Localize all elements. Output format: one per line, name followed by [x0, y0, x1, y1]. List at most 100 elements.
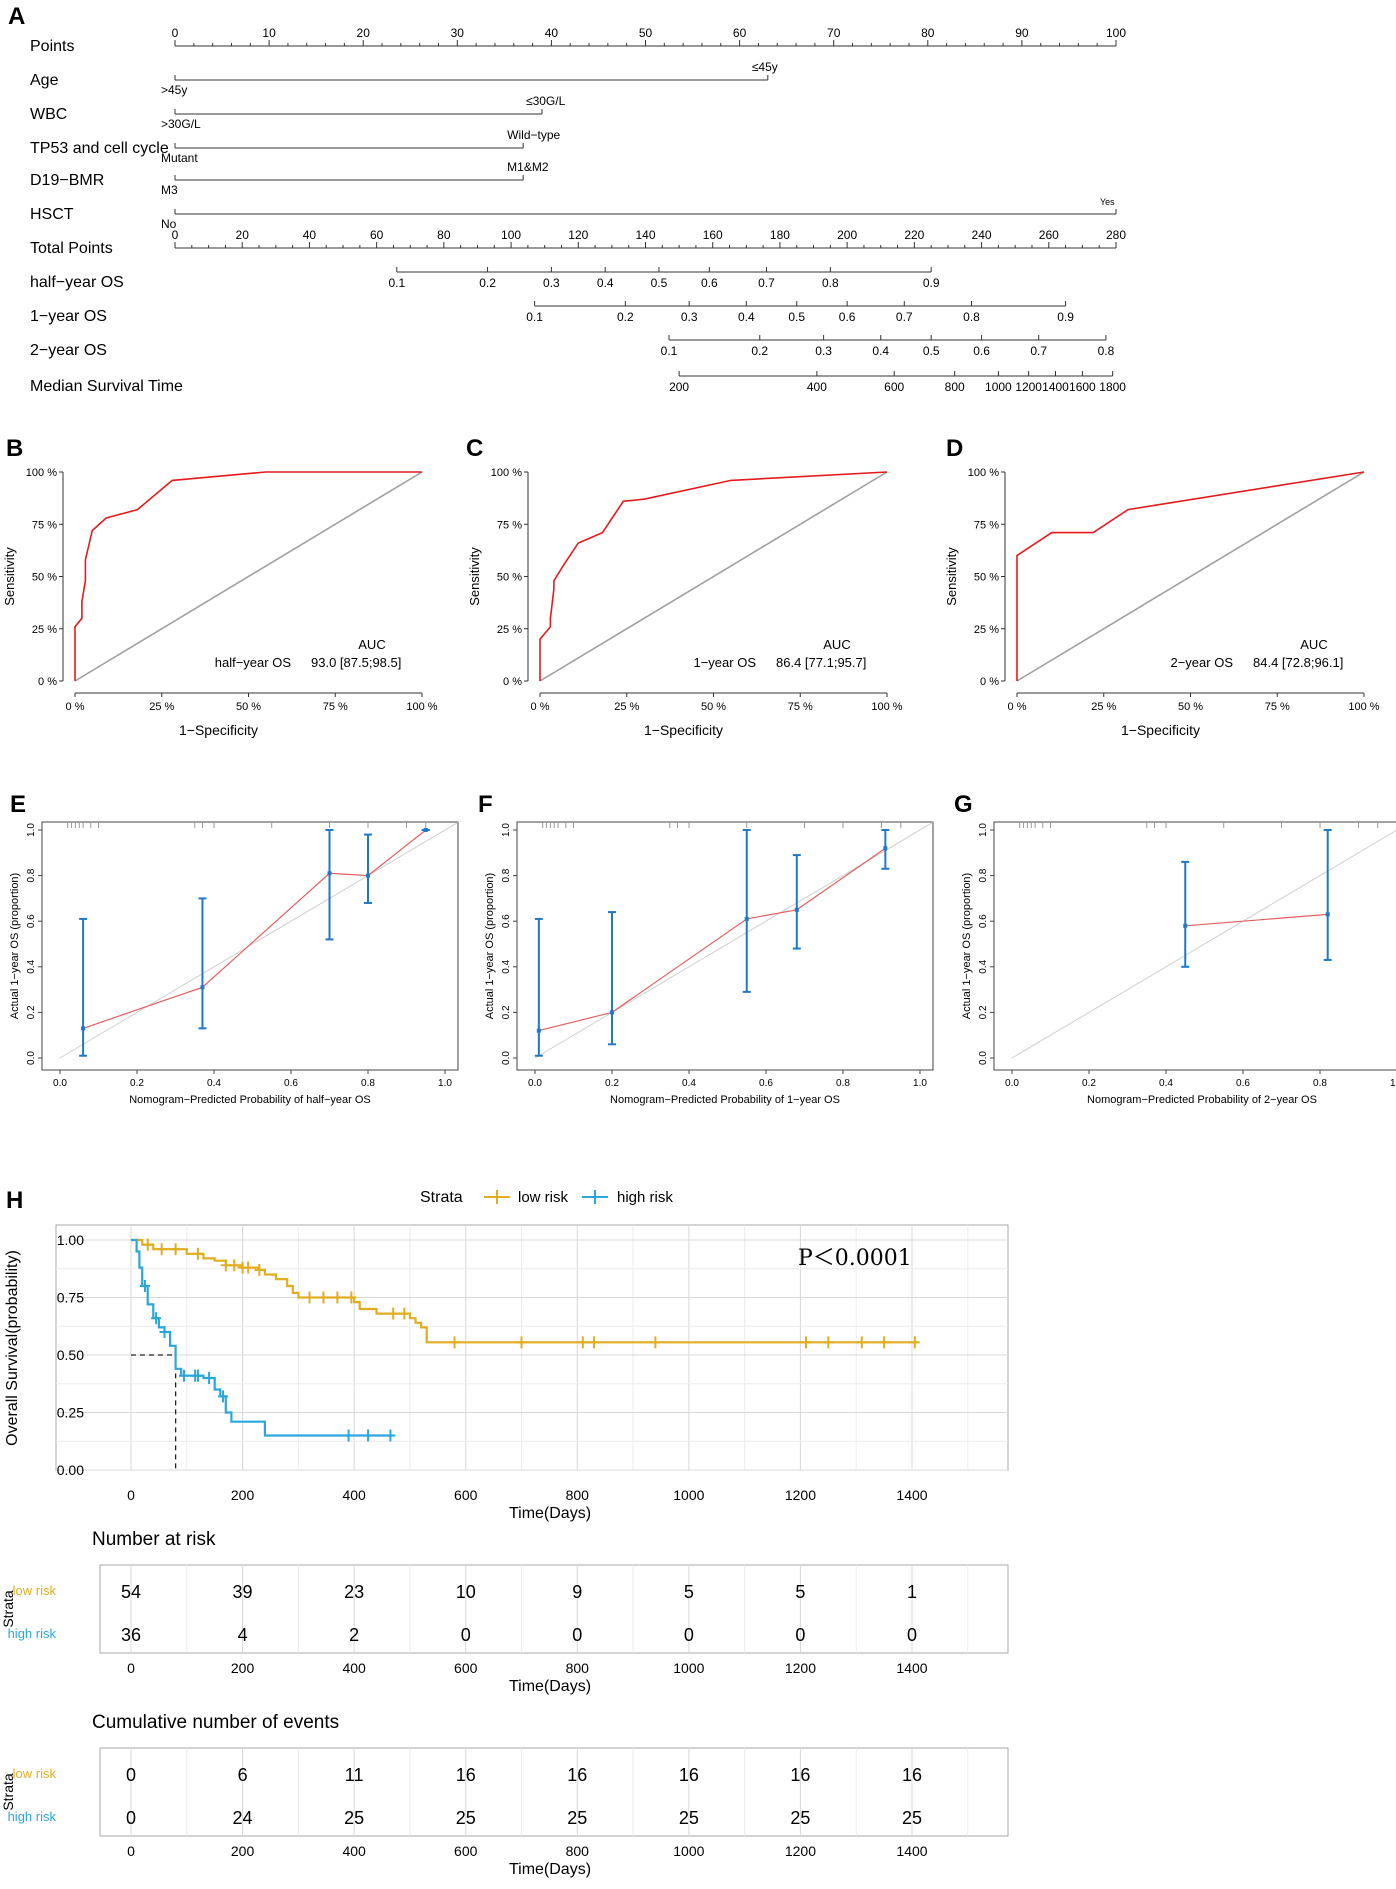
roc-reference-diagonal: [1016, 471, 1365, 682]
events-table-row-label-low: low risk: [13, 1766, 57, 1781]
nomogram-tick-label: 200: [837, 228, 857, 242]
calibration-point: [200, 985, 205, 990]
roc-x-tick-label: 25 %: [149, 701, 174, 713]
nomogram-scale-label: 0.1: [388, 276, 405, 290]
calibration-y-label: Actual 1−year OS (proportion): [9, 873, 21, 1019]
roc-y-tick-label: 0 %: [503, 676, 522, 688]
km-p-value: P＜0.0001: [798, 1246, 912, 1271]
nomogram-scale-label: 0.6: [839, 310, 856, 324]
roc-x-tick-label: 0 %: [1008, 701, 1027, 713]
nomogram-level-label: No: [161, 217, 177, 231]
calibration-x-tick-label: 0.6: [1236, 1078, 1250, 1089]
calibration-point: [536, 1028, 541, 1033]
roc-reference-diagonal: [539, 471, 888, 682]
risk-table-x-tick-label: 1000: [673, 1660, 704, 1676]
events-table-x-label: Time(Days): [509, 1861, 591, 1878]
nomogram-tick-label: 90: [1015, 26, 1029, 40]
calibration-y-tick-label: 0.8: [978, 868, 989, 882]
nomogram-scale-label: 1400: [1042, 380, 1069, 394]
risk-table-cell-high: 0: [461, 1625, 471, 1645]
calibration-y-tick-label: 0.0: [26, 1051, 37, 1065]
calibration-x-tick-label: 1.0: [1390, 1078, 1396, 1089]
calibration-point: [327, 871, 332, 876]
risk-table-frame: [99, 1564, 1009, 1654]
calibration-y-tick-label: 0.2: [501, 1005, 512, 1019]
roc-auc-value: 84.4 [72.8;96.1]: [1253, 655, 1343, 670]
calibration-x-tick-label: 0.8: [836, 1078, 850, 1089]
km-y-tick-label: 0.00: [57, 1462, 84, 1478]
roc-auc-header: AUC: [823, 637, 850, 652]
nomogram-level-label: M3: [161, 183, 178, 197]
roc-y-label: Sensitivity: [944, 547, 959, 606]
nomogram-scale-label: 0.2: [479, 276, 496, 290]
panel-letter-e: E: [10, 791, 26, 818]
roc-x-tick-label: 0 %: [66, 701, 85, 713]
roc-x-label: 1−Specificity: [644, 722, 723, 738]
nomogram-scale-label: 0.9: [923, 276, 940, 290]
risk-table-cell-high: 4: [238, 1625, 248, 1645]
nomogram-scale-label: 0.8: [1098, 344, 1115, 358]
risk-table-x-tick-label: 800: [566, 1660, 590, 1676]
events-table-cell-high: 25: [456, 1808, 476, 1828]
panel-letter-c: C: [466, 435, 483, 462]
calibration-point: [1183, 923, 1188, 928]
nomogram-tick-label: 70: [827, 26, 841, 40]
roc-y-tick-label: 0 %: [38, 676, 57, 688]
nomogram-tick-label: 20: [357, 26, 371, 40]
panel-letter-g: G: [954, 791, 973, 818]
legend-label-high-risk: high risk: [617, 1189, 673, 1206]
roc-x-tick-label: 100 %: [871, 701, 902, 713]
nomogram-level-label: ≤45y: [752, 60, 778, 74]
risk-table-cell-low: 10: [456, 1582, 476, 1602]
nomogram-scale-label: 0.4: [738, 310, 755, 324]
roc-x-tick-label: 100 %: [1348, 701, 1379, 713]
roc-y-tick-label: 50 %: [497, 572, 522, 584]
roc-x-tick-label: 0 %: [531, 701, 550, 713]
roc-y-tick-label: 0 %: [980, 676, 999, 688]
calibration-y-tick-label: 1.0: [978, 823, 989, 837]
nomogram-tick-label: 20: [236, 228, 250, 242]
events-table-cell-low: 11: [345, 1765, 364, 1785]
calibration-chart-2-year: 0.0 0.2 0.4 0.6 0.8 1.0 0.0 0.2 0.4 0.6 0.8 1.0 Nomo…: [961, 821, 1396, 1106]
km-x-tick-label: 400: [342, 1487, 366, 1503]
roc-y-tick-label: 100 %: [26, 467, 57, 479]
nomogram-scale-label: 0.3: [681, 310, 698, 324]
calibration-x-tick-label: 1.0: [438, 1078, 452, 1089]
roc-curve: [539, 471, 888, 681]
nomogram-level-label: M1&M2: [507, 160, 549, 174]
events-table-x-tick-label: 600: [454, 1843, 478, 1859]
nomogram-scale-label: 0.5: [788, 310, 805, 324]
nomogram-tick-label: 260: [1039, 228, 1059, 242]
calibration-ideal-line: [534, 821, 934, 1059]
risk-table-cell-low: 39: [233, 1582, 253, 1602]
nomogram-scale-label: 0.4: [597, 276, 614, 290]
events-table-cell-high: 25: [679, 1808, 699, 1828]
nomogram-scale-label: 0.7: [896, 310, 913, 324]
nomogram-tick-label: 50: [639, 26, 653, 40]
calibration-y-label: Actual 1−year OS (proportion): [961, 873, 973, 1019]
panel-letter-b: B: [6, 435, 23, 462]
calibration-x-tick-label: 0.6: [284, 1078, 298, 1089]
events-table-x-tick-label: 400: [342, 1843, 366, 1859]
risk-table-x-label: Time(Days): [509, 1678, 591, 1695]
calibration-frame: [516, 821, 934, 1071]
events-table-title: Cumulative number of events: [92, 1712, 339, 1733]
events-table-x-tick-label: 0: [127, 1843, 135, 1859]
km-x-tick-label: 1400: [896, 1487, 927, 1503]
risk-table-cell-high: 0: [684, 1625, 694, 1645]
calibration-point: [883, 846, 888, 851]
nomogram-tick-label: 80: [437, 228, 451, 242]
panel-letter-a: A: [8, 3, 25, 30]
nomogram-row-label: Points: [30, 38, 74, 55]
kaplan-meier-panel: Strata low risk high risk0.000.250.500.751…: [0, 1189, 1009, 1878]
nomogram-scale-label: 200: [669, 380, 689, 394]
events-table-x-tick-label: 800: [566, 1843, 590, 1859]
calibration-x-tick-label: 0.8: [361, 1078, 375, 1089]
roc-x-tick-label: 75 %: [788, 701, 813, 713]
roc-x-tick-label: 100 %: [406, 701, 437, 713]
nomogram-scale-label: 0.5: [923, 344, 940, 358]
calibration-chart-half-year: 0.0 0.2 0.4 0.6 0.8 1.0 0.0 0.2 0.4 0.6 0.8 1.0 Nomo…: [9, 821, 459, 1106]
events-table-x-tick-label: 1000: [673, 1843, 704, 1859]
nomogram-tick-label: 160: [703, 228, 723, 242]
